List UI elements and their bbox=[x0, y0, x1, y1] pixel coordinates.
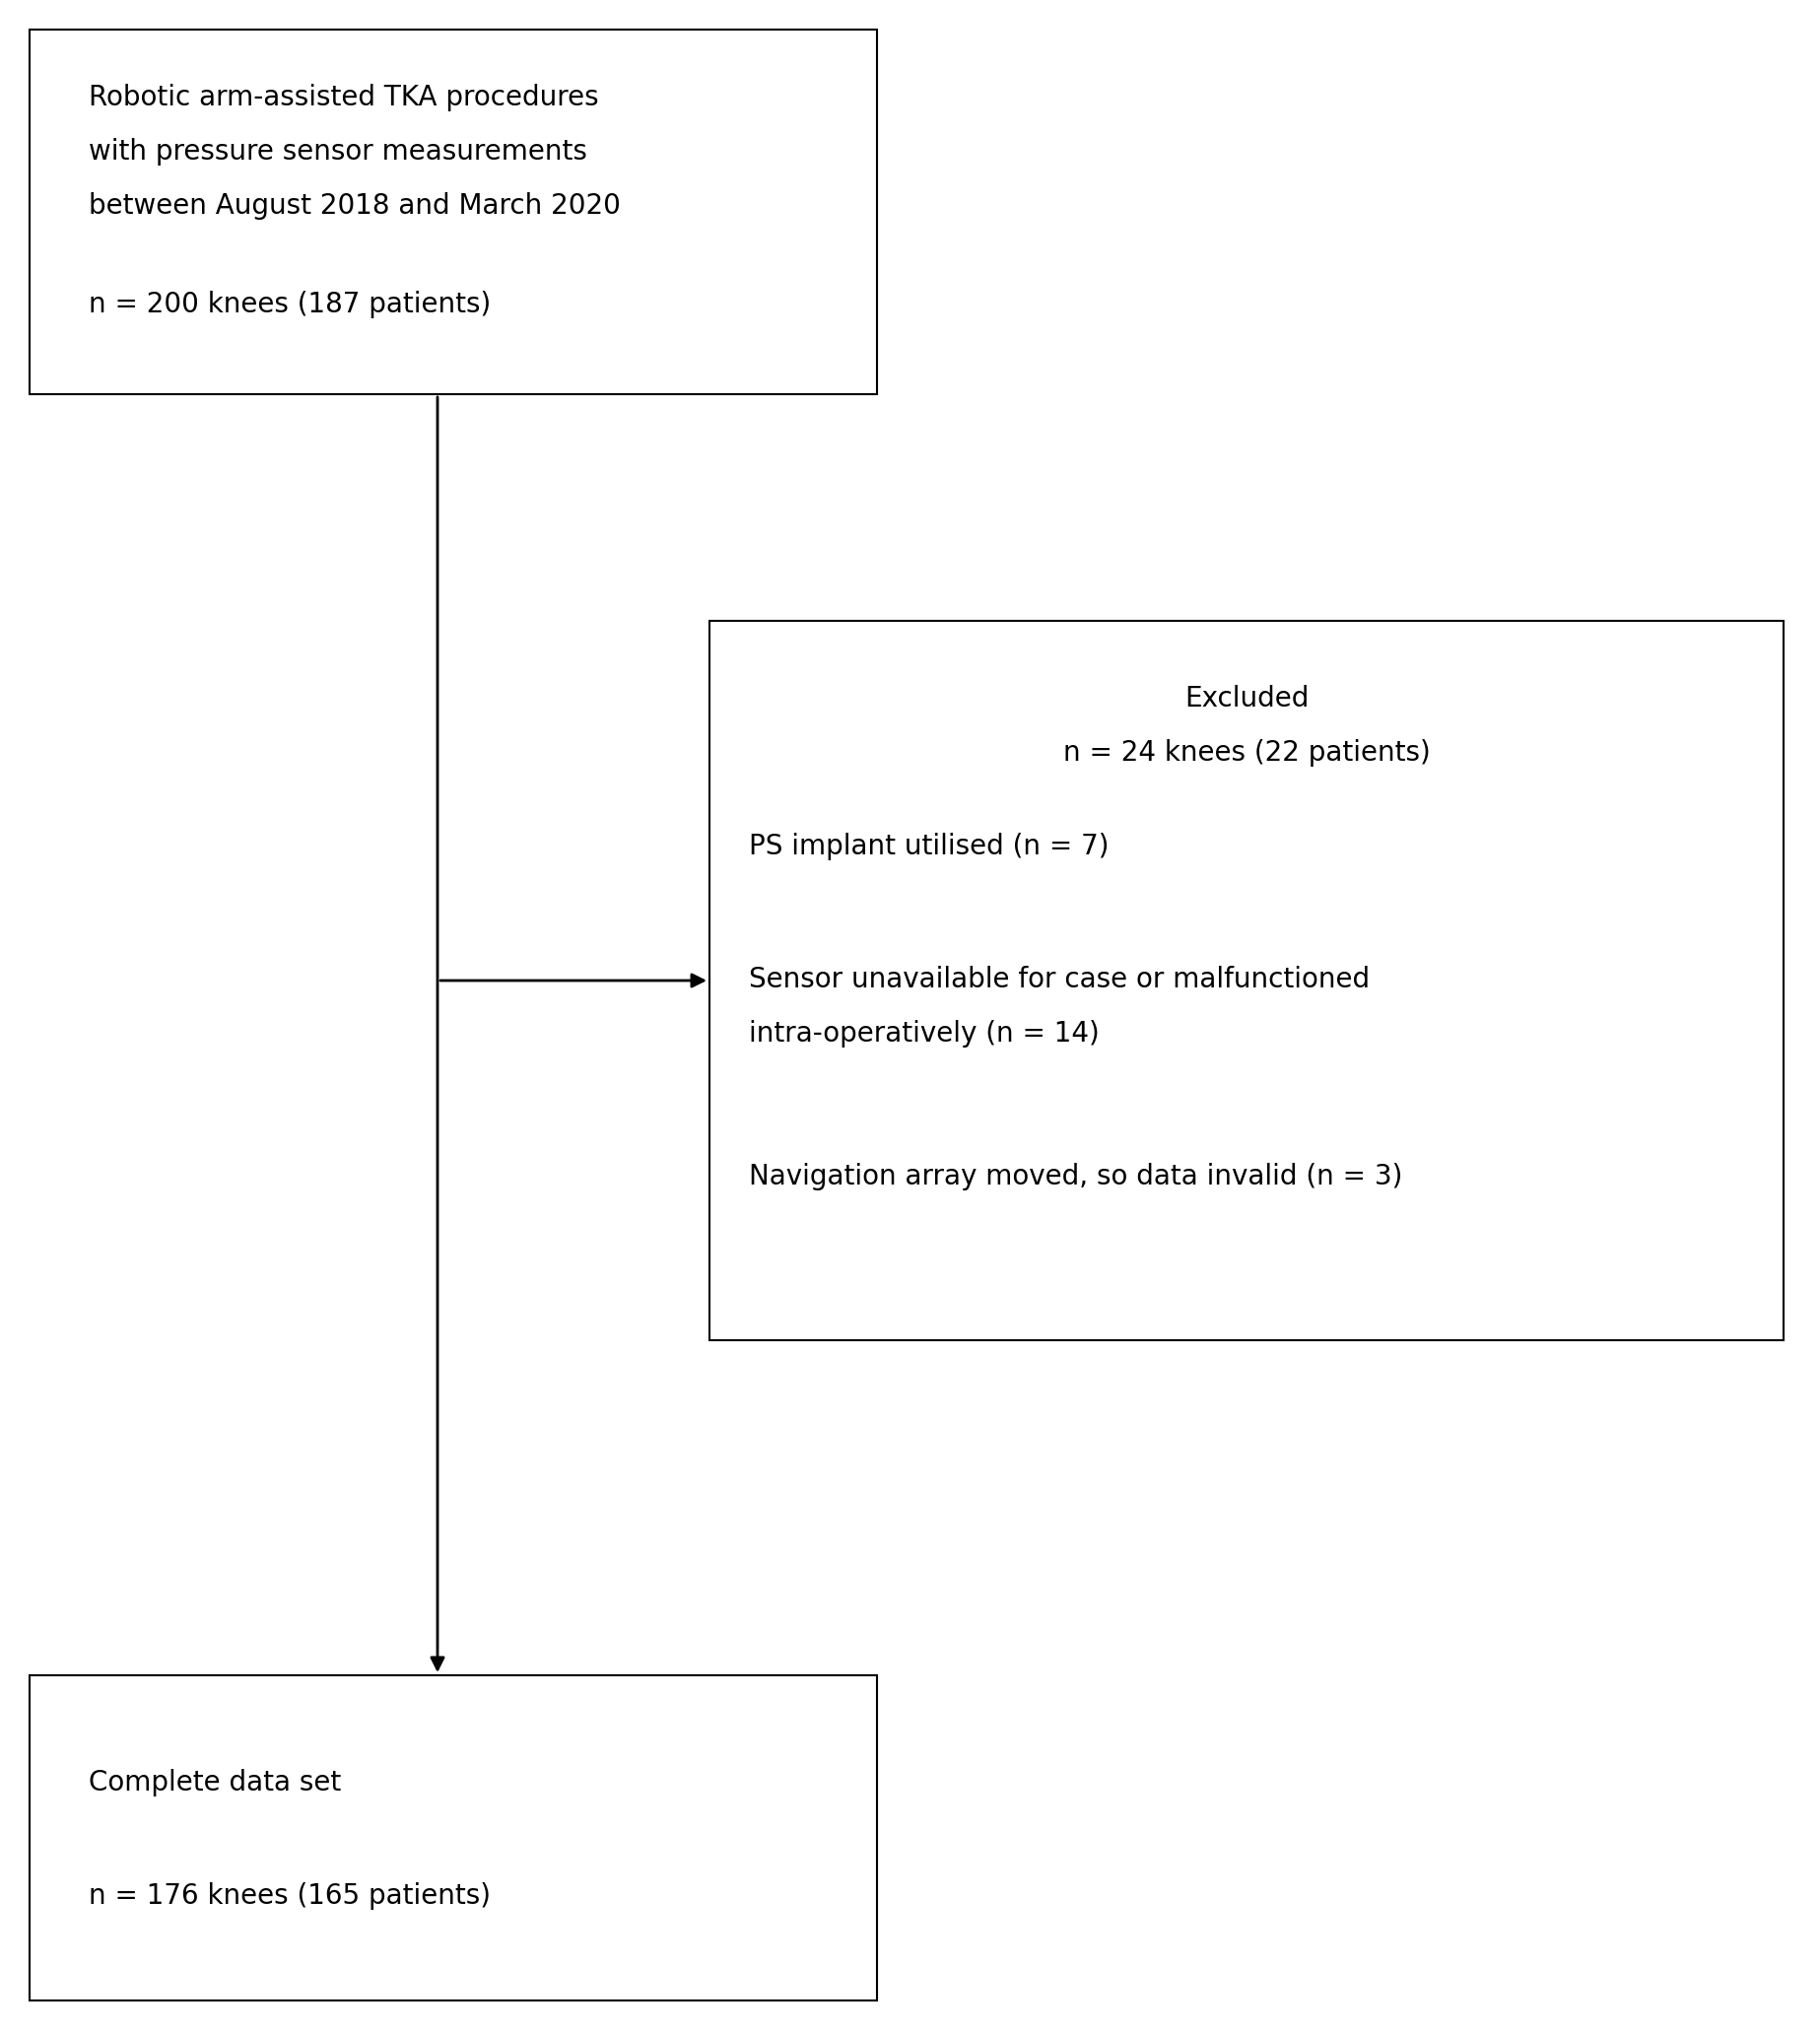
Text: PS implant utilised (n = 7): PS implant utilised (n = 7) bbox=[748, 834, 1108, 860]
Text: intra-operatively (n = 14): intra-operatively (n = 14) bbox=[748, 1021, 1099, 1047]
Text: Robotic arm-assisted TKA procedures: Robotic arm-assisted TKA procedures bbox=[89, 83, 599, 112]
Bar bbox=[710, 620, 1784, 1340]
Text: Sensor unavailable for case or malfunctioned: Sensor unavailable for case or malfuncti… bbox=[748, 966, 1370, 994]
Text: n = 24 knees (22 patients): n = 24 knees (22 patients) bbox=[1063, 740, 1431, 766]
Text: between August 2018 and March 2020: between August 2018 and March 2020 bbox=[89, 193, 621, 220]
Text: with pressure sensor measurements: with pressure sensor measurements bbox=[89, 138, 588, 165]
Bar bbox=[29, 1675, 877, 2000]
Text: Complete data set: Complete data set bbox=[89, 1769, 340, 1797]
Bar bbox=[29, 30, 877, 394]
Text: n = 176 knees (165 patients): n = 176 knees (165 patients) bbox=[89, 1883, 491, 1909]
Text: Navigation array moved, so data invalid (n = 3): Navigation array moved, so data invalid … bbox=[748, 1163, 1403, 1191]
Text: n = 200 knees (187 patients): n = 200 knees (187 patients) bbox=[89, 291, 491, 319]
Text: Excluded: Excluded bbox=[1185, 685, 1309, 712]
